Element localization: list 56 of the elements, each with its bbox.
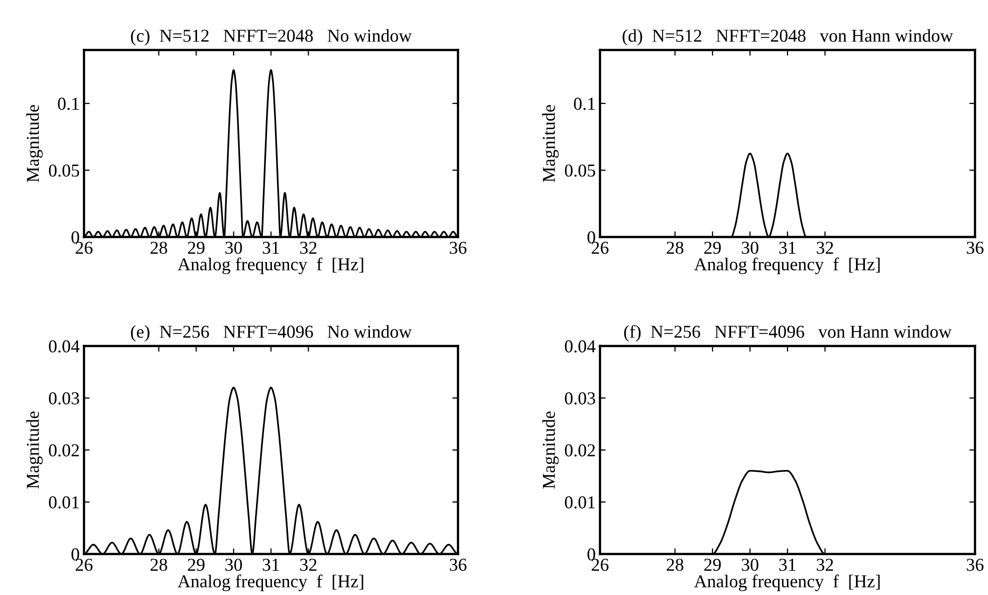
chart-title: (e) N=256 NFFT=4096 No window	[130, 325, 412, 342]
x-tick-label: 30	[742, 558, 758, 571]
x-tick-label: 32	[816, 242, 834, 254]
y-tick-label: 0	[587, 548, 596, 560]
x-tick-label: 31	[262, 242, 279, 254]
y-tick-label: 0	[71, 548, 80, 560]
x-tick-label: 30	[225, 242, 242, 254]
x-tick-label: 26	[76, 558, 92, 571]
x-tick-label: 36	[450, 558, 466, 571]
x-tick-label: 29	[704, 558, 721, 571]
x-tick-label: 36	[966, 242, 984, 254]
chart-title: (c) N=512 NFFT=2048 No window	[130, 29, 412, 46]
y-tick-label: 0.03	[48, 392, 80, 405]
x-tick-label: 30	[742, 242, 758, 254]
y-tick-label: 0	[587, 231, 596, 244]
x-axis-title: Analog frequency f [Hz]	[694, 574, 880, 592]
x-tick-label: 29	[188, 558, 204, 571]
x-tick-label: 31	[262, 558, 279, 571]
x-tick-label: 32	[300, 242, 316, 254]
y-tick-label: 0.05	[564, 164, 596, 177]
x-tick-label: 36	[450, 242, 466, 254]
y-tick-label: 0.1	[574, 98, 595, 110]
y-axis-title: Magnitude	[542, 105, 559, 182]
x-tick-label: 28	[150, 558, 168, 571]
chart-title: (f) N=256 NFFT=4096 von Hann window	[624, 324, 952, 342]
x-axis-title: Analog frequency f [Hz]	[178, 258, 364, 274]
x-tick-label: 32	[300, 558, 316, 571]
x-tick-label: 28	[666, 242, 684, 254]
x-tick-label: 29	[704, 242, 721, 254]
y-tick-label: 0.03	[564, 392, 596, 405]
y-axis-title: Magnitude	[26, 412, 43, 489]
x-tick-label: 31	[779, 242, 796, 254]
x-tick-label: 30	[225, 558, 242, 571]
y-tick-label: 0	[71, 231, 80, 244]
chart-title: (d) N=512 NFFT=2048 von Hann window	[622, 29, 954, 46]
y-tick-label: 0.04	[48, 340, 80, 353]
x-axis-title: Analog frequency f [Hz]	[178, 574, 364, 592]
x-tick-label: 26	[76, 242, 92, 254]
x-tick-label: 28	[666, 558, 684, 571]
y-tick-label: 0.01	[48, 496, 79, 509]
y-axis-title: Magnitude	[26, 105, 43, 182]
x-tick-label: 31	[779, 558, 796, 571]
x-tick-label: 28	[150, 242, 168, 254]
x-tick-label: 29	[188, 242, 204, 254]
y-tick-label: 0.04	[564, 340, 596, 353]
x-axis-title: Analog frequency f [Hz]	[694, 258, 880, 274]
x-tick-label: 32	[816, 558, 834, 571]
x-tick-label: 26	[592, 558, 608, 571]
y-tick-label: 0.02	[564, 444, 595, 457]
y-tick-label: 0.05	[48, 164, 80, 177]
y-tick-label: 0.1	[58, 98, 79, 110]
y-tick-label: 0.02	[48, 444, 79, 457]
x-tick-label: 26	[592, 242, 608, 254]
y-tick-label: 0.01	[564, 496, 595, 509]
y-axis-title: Magnitude	[542, 412, 559, 489]
x-tick-label: 36	[966, 558, 984, 571]
